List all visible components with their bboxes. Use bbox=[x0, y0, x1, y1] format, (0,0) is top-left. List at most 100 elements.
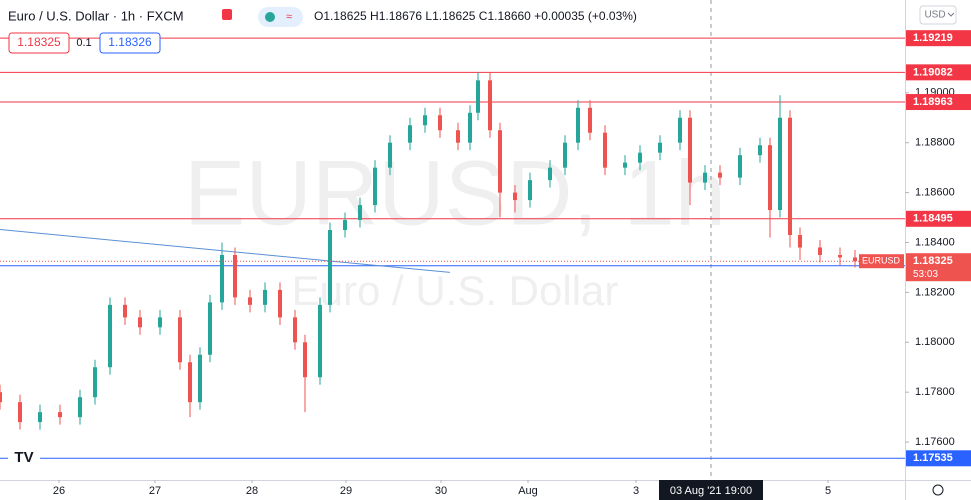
candle-body bbox=[603, 132, 607, 168]
candle-body bbox=[303, 342, 307, 378]
candle-body bbox=[588, 107, 592, 133]
plot bbox=[0, 0, 905, 480]
x-tick-label: Aug bbox=[518, 485, 538, 497]
sell-button[interactable] bbox=[8, 32, 70, 54]
symbol-title: Euro / U.S. Dollar · 1h · FXCM bbox=[8, 8, 184, 23]
candle-body bbox=[853, 257, 857, 262]
last-price-tag bbox=[906, 253, 971, 282]
candle-body bbox=[208, 302, 212, 355]
indicator-icon bbox=[265, 12, 275, 22]
candle-body bbox=[293, 317, 297, 343]
level-tag-label: 1.19219 bbox=[913, 32, 953, 44]
crosshair-label-bg bbox=[659, 480, 763, 500]
settings-icon[interactable] bbox=[932, 484, 944, 496]
candle-body bbox=[423, 115, 427, 126]
level-tag bbox=[906, 210, 971, 227]
candle-body bbox=[123, 304, 127, 318]
x-tick-label: 3 bbox=[633, 485, 639, 497]
candle-body bbox=[788, 117, 792, 236]
candle-body bbox=[498, 130, 502, 193]
level-tag bbox=[906, 64, 971, 81]
last-price-label: 1.18325 bbox=[913, 255, 953, 267]
candle-body bbox=[638, 152, 642, 163]
x-tick-label: 30 bbox=[435, 485, 447, 497]
y-tick-label: 1.17600 bbox=[915, 436, 955, 448]
y-tick-label: 1.18600 bbox=[915, 187, 955, 199]
candle-body bbox=[703, 172, 707, 183]
candle-body bbox=[38, 412, 42, 423]
level-tag-label: 1.19082 bbox=[913, 66, 953, 78]
watermark: EURUSD, 1h bbox=[184, 142, 726, 244]
candle-body bbox=[758, 145, 762, 156]
currency: USD bbox=[924, 10, 945, 21]
candle-body bbox=[778, 117, 782, 211]
y-tick-label: 1.17800 bbox=[915, 386, 955, 398]
candle-body bbox=[178, 317, 182, 363]
candle-body bbox=[468, 112, 472, 143]
x-tick-label: 26 bbox=[53, 485, 65, 497]
level-tag-label: 1.18963 bbox=[913, 96, 953, 108]
candle-body bbox=[248, 297, 252, 305]
buy-button[interactable] bbox=[99, 32, 161, 54]
spread: 0.1 bbox=[76, 37, 91, 49]
candle-body bbox=[488, 80, 492, 131]
level-tag bbox=[906, 30, 971, 47]
buy-price: 1.18326 bbox=[108, 35, 152, 49]
indicator-icon: ≈ bbox=[286, 11, 292, 23]
logo-text: TV bbox=[14, 449, 33, 466]
candle-body bbox=[373, 167, 377, 206]
candle-body bbox=[456, 130, 460, 143]
level-tag bbox=[906, 94, 971, 111]
candle-body bbox=[513, 192, 517, 201]
candle-body bbox=[188, 362, 192, 403]
candle-body bbox=[563, 142, 567, 168]
candle-body bbox=[678, 117, 682, 143]
x-tick-label: 29 bbox=[340, 485, 352, 497]
candle-body bbox=[78, 397, 82, 418]
candle-body bbox=[438, 115, 442, 131]
candle-body bbox=[658, 142, 662, 153]
candle-body bbox=[688, 117, 692, 183]
y-tick-label: 1.18800 bbox=[915, 137, 955, 149]
candle-body bbox=[738, 155, 742, 178]
candle-body bbox=[476, 80, 480, 113]
candle-body bbox=[263, 289, 267, 305]
candle-body bbox=[388, 142, 392, 168]
level-tag-label: 1.18495 bbox=[913, 213, 953, 225]
candle-body bbox=[343, 220, 347, 231]
candle-body bbox=[158, 317, 162, 328]
status-dot bbox=[222, 9, 232, 20]
candle-body bbox=[220, 254, 224, 303]
candle-body bbox=[18, 402, 22, 423]
candle-body bbox=[768, 145, 772, 211]
candle-body bbox=[198, 354, 202, 403]
y-tick-label: 1.18400 bbox=[915, 236, 955, 248]
candle-body bbox=[328, 230, 332, 305]
dropdown-icon bbox=[947, 12, 955, 17]
candle-body bbox=[798, 235, 802, 248]
candle-body bbox=[138, 317, 142, 328]
candle-body bbox=[108, 304, 112, 368]
crosshair-label: 03 Aug '21 19:00 bbox=[670, 485, 752, 497]
ohlc-values: O1.18625 H1.18676 L1.18625 C1.18660 +0.0… bbox=[314, 9, 637, 23]
trendline bbox=[0, 229, 451, 273]
candle-body bbox=[0, 392, 2, 403]
candle-body bbox=[93, 367, 97, 398]
x-tick-label: 27 bbox=[149, 485, 161, 497]
countdown: 53:03 bbox=[913, 269, 938, 280]
candle-body bbox=[528, 180, 532, 201]
sell-price: 1.18325 bbox=[17, 35, 61, 49]
candle-body bbox=[548, 167, 552, 181]
currency-button[interactable] bbox=[919, 5, 957, 25]
indicator-toggle[interactable] bbox=[258, 7, 303, 27]
y-tick-label: 1.18000 bbox=[915, 336, 955, 348]
tv-logo: TV bbox=[8, 448, 40, 468]
symbol-tag bbox=[859, 254, 904, 269]
watermark-sub: Euro / U.S. Dollar bbox=[292, 267, 619, 314]
candle-body bbox=[818, 247, 822, 255]
candle-body bbox=[408, 125, 412, 143]
level-tag-label: 1.17535 bbox=[913, 452, 953, 464]
candle-body bbox=[318, 304, 322, 378]
